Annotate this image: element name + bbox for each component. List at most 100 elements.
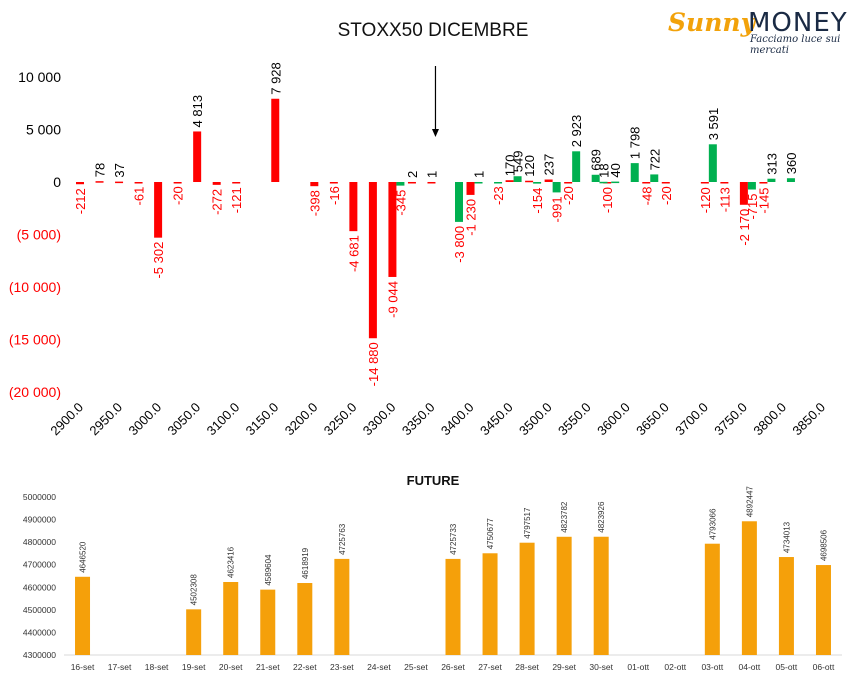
data-label: 4698506 [819, 529, 828, 561]
x-tick-label: 17-set [108, 662, 132, 672]
data-label: 4823782 [560, 501, 569, 533]
bar [533, 182, 542, 184]
y-tick-label: 4400000 [23, 627, 56, 637]
y-tick-label: 10 000 [18, 69, 61, 85]
data-label: 40 [608, 163, 623, 177]
data-label: 4589604 [264, 554, 273, 586]
data-label: -398 [307, 190, 322, 216]
logo-word-sunny: Sunny [668, 8, 756, 37]
bar [212, 182, 221, 185]
x-tick-label: 22-set [293, 662, 317, 672]
data-label: 689 [589, 149, 604, 171]
bar [505, 180, 514, 182]
bar [572, 151, 581, 182]
y-tick-label: (15 000) [9, 332, 61, 348]
x-tick-label: 26-set [441, 662, 465, 672]
data-label: -272 [210, 189, 225, 215]
data-label: 4750677 [486, 518, 495, 550]
x-tick-label: 30-set [589, 662, 613, 672]
data-label: 4725733 [449, 523, 458, 555]
bar [708, 144, 717, 182]
y-tick-label: (20 000) [9, 384, 61, 400]
bar [544, 179, 553, 182]
bar [466, 182, 475, 195]
data-label: -100 [600, 187, 615, 213]
x-tick-label: 27-set [478, 662, 502, 672]
bar [388, 182, 397, 277]
bar [564, 182, 573, 184]
logo-tagline: Facciamo luce sui mercati [750, 34, 841, 56]
data-label: -23 [491, 186, 506, 205]
y-tick-label: 4900000 [23, 515, 56, 525]
x-tick-label: 04-ott [739, 662, 761, 672]
bar [556, 536, 572, 655]
arrow-head [431, 129, 439, 137]
data-label: -991 [550, 196, 565, 222]
data-label: -715 [745, 194, 760, 220]
y-tick-label: 4300000 [23, 650, 56, 660]
bar [747, 182, 756, 190]
x-tick-label: 20-set [219, 662, 243, 672]
data-label: -2 170 [737, 209, 752, 246]
bar [193, 131, 202, 182]
data-label: 2 [405, 171, 420, 178]
logo-word-money: MONEY [748, 8, 848, 38]
data-label: -120 [698, 187, 713, 213]
data-label: 4646520 [79, 541, 88, 573]
data-label: -345 [393, 190, 408, 216]
bar [115, 181, 124, 184]
bar [297, 583, 313, 655]
data-label: 4734013 [782, 521, 791, 553]
data-label: -20 [659, 186, 674, 205]
bar [700, 182, 709, 184]
x-tick-label: 28-set [515, 662, 539, 672]
data-label: -61 [132, 187, 147, 206]
y-tick-label: 5000000 [23, 492, 56, 502]
bar [591, 174, 600, 182]
data-label: -5 302 [151, 242, 166, 279]
data-label: 120 [522, 155, 537, 177]
bar [223, 582, 239, 655]
data-label: 4797517 [523, 507, 532, 539]
bar [519, 542, 535, 655]
future-chart-title: FUTURE [406, 473, 460, 488]
bar [186, 609, 202, 655]
y-tick-label: (5 000) [17, 227, 61, 243]
data-label: 313 [764, 153, 779, 175]
data-label: 360 [784, 153, 799, 175]
bar [552, 182, 561, 193]
bar [650, 174, 659, 182]
y-tick-label: 0 [53, 174, 61, 190]
y-tick-label: 4800000 [23, 537, 56, 547]
x-tick-label: 25-set [404, 662, 428, 672]
data-label: 2 923 [569, 115, 584, 148]
data-label: -121 [229, 187, 244, 213]
data-label: 1 [424, 171, 439, 178]
data-label: 4892447 [745, 486, 754, 518]
chart-title: STOXX50 DICEMBRE [337, 20, 529, 41]
bar [599, 181, 608, 184]
bar [767, 178, 776, 182]
bar [759, 182, 768, 184]
bar [474, 181, 483, 184]
bar [661, 182, 670, 184]
bar [642, 182, 651, 184]
data-label: 4823926 [597, 501, 606, 533]
bar [134, 182, 143, 184]
data-label: 18 [596, 163, 611, 177]
x-tick-label: 02-ott [664, 662, 686, 672]
x-tick-label: 05-ott [776, 662, 798, 672]
data-label: -9 044 [385, 281, 400, 318]
data-label: 7 928 [268, 62, 283, 95]
data-label: 170 [503, 155, 518, 177]
bar [778, 557, 794, 655]
bar [368, 182, 377, 339]
bar [154, 182, 163, 238]
x-tick-label: 21-set [256, 662, 280, 672]
y-tick-label: (10 000) [9, 279, 61, 295]
x-tick-label: 23-set [330, 662, 354, 672]
bar [455, 182, 463, 222]
sunny-money-logo: Sunny MONEY Facciamo luce sui mercati [668, 4, 864, 56]
bar [271, 98, 280, 182]
